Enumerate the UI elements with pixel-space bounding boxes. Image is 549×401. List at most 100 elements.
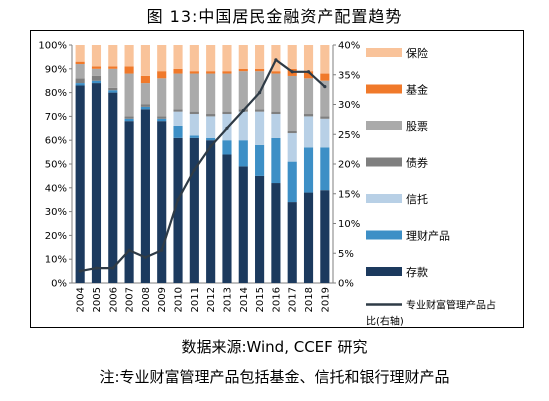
bar-segment xyxy=(287,133,297,162)
bar-segment xyxy=(238,71,248,110)
bar-segment xyxy=(108,45,118,67)
bar-segment xyxy=(189,135,199,138)
bar-segment xyxy=(255,109,265,112)
bar-segment xyxy=(140,106,150,110)
right-axis-tick-label: 0% xyxy=(338,279,354,290)
x-axis-tick-label: 2009 xyxy=(157,287,168,312)
bar-segment xyxy=(206,73,216,115)
x-axis-tick-label: 2017 xyxy=(288,287,299,312)
bar-segment xyxy=(320,147,330,191)
left-axis-tick-label: 10% xyxy=(45,255,67,266)
x-axis-tick-label: 2010 xyxy=(174,287,185,312)
bar-segment xyxy=(222,140,232,155)
line-series-point xyxy=(225,126,229,130)
bar-segment xyxy=(157,116,167,119)
bar-segment xyxy=(255,45,265,69)
line-series-point xyxy=(94,266,99,270)
bar-segment xyxy=(189,73,199,112)
bar-segment xyxy=(303,116,314,148)
bar-segment xyxy=(271,183,281,283)
bar-segment xyxy=(140,109,150,283)
bar-segment xyxy=(124,116,134,119)
line-series-point xyxy=(176,198,180,202)
line-series-point xyxy=(127,248,131,252)
left-axis-tick-label: 0% xyxy=(51,279,67,290)
bar-segment xyxy=(173,45,183,69)
bar-segment xyxy=(91,80,102,84)
bar-segment xyxy=(303,71,314,79)
bar-segment xyxy=(140,75,150,84)
bar-segment xyxy=(238,166,248,283)
bar-segment xyxy=(271,114,281,138)
right-axis-tick-label: 15% xyxy=(338,189,360,200)
bar-segment xyxy=(173,68,183,74)
line-series-point xyxy=(160,248,164,252)
line-series-point xyxy=(257,91,262,95)
left-axis-tick-label: 40% xyxy=(45,183,67,194)
bar-segment xyxy=(140,104,150,107)
bar-segment xyxy=(303,192,314,283)
bar-segment xyxy=(206,116,216,138)
legend-swatch xyxy=(366,267,402,276)
bar-segment xyxy=(157,45,167,72)
left-axis-tick-label: 100% xyxy=(38,41,67,52)
line-series-point xyxy=(306,70,311,74)
footnote: 注:专业财富管理产品包括基金、信托和银行理财产品 xyxy=(99,368,450,386)
bar-segment xyxy=(222,45,232,72)
line-series-point xyxy=(143,255,148,260)
bar-segment xyxy=(157,71,167,79)
legend-label: 保险 xyxy=(406,46,428,60)
line-series-point xyxy=(111,266,115,270)
x-axis-tick-label: 2004 xyxy=(76,287,87,312)
line-series-wealth-share xyxy=(80,58,326,273)
legend-swatch xyxy=(366,194,402,203)
bar-segment xyxy=(271,111,281,115)
bar-segment xyxy=(91,68,102,76)
x-axis-tick-label: 2008 xyxy=(141,287,152,312)
bar-segment xyxy=(206,71,216,74)
bar-segment xyxy=(75,85,85,284)
left-axis-tick-label: 80% xyxy=(45,88,67,99)
left-axis-tick-label: 60% xyxy=(45,136,67,147)
legend-swatch xyxy=(366,230,402,240)
bar-segment xyxy=(303,147,314,193)
right-axis-tick-label: 35% xyxy=(338,70,360,81)
x-axis-tick-label: 2013 xyxy=(222,287,233,312)
bar-segment xyxy=(303,78,314,115)
bar-segment xyxy=(320,73,330,81)
left-axis-tick-label: 20% xyxy=(45,231,67,242)
legend-swatch xyxy=(366,84,402,94)
bar-segment xyxy=(173,109,183,112)
bar-segment xyxy=(255,111,265,145)
bar-segment xyxy=(124,45,134,67)
bar-segment xyxy=(222,111,232,115)
bar-segment xyxy=(124,118,134,122)
stacked-bar-line-chart: 0% 10% 20% 30% 40% 50% 60% 70% 80% 90% 100% 0% 5% 10%… xyxy=(38,41,496,328)
bar-segment xyxy=(173,73,183,110)
bar-segment xyxy=(287,202,297,283)
legend-label: 股票 xyxy=(406,120,428,133)
data-source-note: 数据来源:Wind, CCEF 研究 xyxy=(181,338,368,356)
legend-swatch xyxy=(366,48,402,57)
bar-segment xyxy=(222,73,232,112)
bar-segment xyxy=(75,64,85,79)
bar-segment xyxy=(173,125,183,138)
line-series-point xyxy=(274,58,278,62)
bar-segment xyxy=(75,78,85,84)
right-axis-tick-label: 10% xyxy=(338,219,360,230)
bar-segment xyxy=(320,116,330,119)
bar-segment xyxy=(255,68,265,72)
bar-segment xyxy=(320,118,330,148)
bar-segment xyxy=(108,66,118,69)
right-axis-tick-label: 20% xyxy=(338,160,360,171)
bar-segment xyxy=(222,71,232,74)
bar-segment xyxy=(287,45,297,69)
bar-segment xyxy=(157,121,167,283)
line-series-point xyxy=(192,168,196,172)
right-axis-tick-label: 25% xyxy=(338,130,360,141)
bar-segment xyxy=(238,140,248,167)
right-axis-tick-label: 30% xyxy=(338,100,360,111)
bar-segment xyxy=(238,111,248,141)
line-series-point xyxy=(241,108,245,113)
x-axis-tick-label: 2016 xyxy=(271,287,282,312)
